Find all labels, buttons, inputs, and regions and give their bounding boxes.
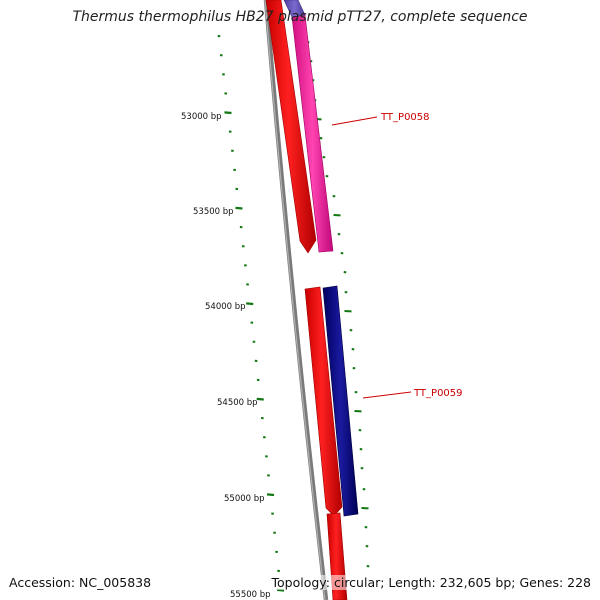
gene-label-tt-p0059[interactable]: TT_P0059 bbox=[413, 388, 463, 399]
major-tick bbox=[224, 111, 232, 115]
label-connector-tt-p0059 bbox=[362, 391, 412, 399]
axis-tick-label: 53000 bp bbox=[181, 112, 222, 122]
axis-tick-label: 53500 bp bbox=[193, 207, 234, 217]
axis-tick-label: 54500 bp bbox=[217, 398, 258, 408]
gene-arrow-forward-2[interactable] bbox=[304, 286, 343, 517]
backbone-highlight bbox=[264, 0, 326, 600]
topology-summary: Topology: circular; Length: 232,605 bp; … bbox=[271, 575, 591, 590]
major-tick bbox=[266, 493, 275, 497]
backbone-arc bbox=[263, 0, 329, 600]
major-tick bbox=[276, 588, 285, 592]
axis-tick-label: 55500 bp bbox=[230, 590, 271, 600]
axis-tick-label: 55000 bp bbox=[224, 494, 265, 504]
position-ticks bbox=[217, 35, 370, 592]
gene-block-upstream[interactable] bbox=[283, 0, 306, 18]
axis-tick-label: 54000 bp bbox=[205, 302, 246, 312]
major-tick bbox=[246, 302, 254, 306]
major-tick bbox=[256, 397, 264, 401]
label-connector-tt-p0058 bbox=[331, 116, 378, 126]
gene-block-tt-p0059[interactable] bbox=[322, 285, 359, 517]
accession-text: Accession: NC_005838 bbox=[9, 575, 152, 590]
gene-label-tt-p0058[interactable]: TT_P0058 bbox=[380, 112, 430, 123]
gene-arrow-forward-1[interactable] bbox=[265, 0, 317, 254]
map-title: Thermus thermophilus HB27 plasmid pTT27,… bbox=[72, 9, 528, 25]
major-tick bbox=[235, 206, 243, 210]
